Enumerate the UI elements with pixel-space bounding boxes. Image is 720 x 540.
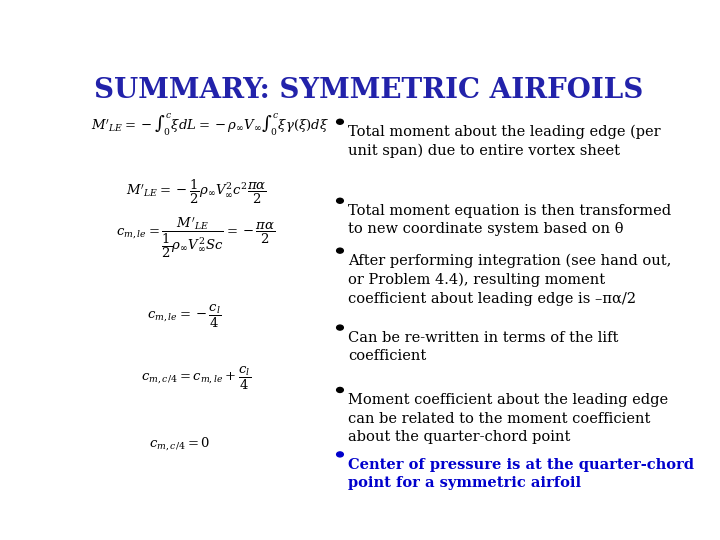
Circle shape [337,248,343,253]
Text: $M'_{LE} = -\int_0^c \xi dL = -\rho_\infty V_\infty \int_0^c \xi \gamma(\xi) d\x: $M'_{LE} = -\int_0^c \xi dL = -\rho_\inf… [91,112,329,138]
Circle shape [337,119,343,124]
Text: $c_{m,c/4} = c_{m,le} + \dfrac{c_l}{4}$: $c_{m,c/4} = c_{m,le} + \dfrac{c_l}{4}$ [141,365,251,393]
Text: $c_{m,le} = -\dfrac{c_l}{4}$: $c_{m,le} = -\dfrac{c_l}{4}$ [148,303,222,330]
Circle shape [337,325,343,330]
Text: Total moment about the leading edge (per
unit span) due to entire vortex sheet: Total moment about the leading edge (per… [348,125,660,158]
Text: Total moment equation is then transformed
to new coordinate system based on θ: Total moment equation is then transforme… [348,204,671,237]
Text: Moment coefficient about the leading edge
can be related to the moment coefficie: Moment coefficient about the leading edg… [348,393,668,444]
Circle shape [337,198,343,203]
Text: Center of pressure is at the quarter-chord
point for a symmetric airfoil: Center of pressure is at the quarter-cho… [348,458,694,490]
Text: SUMMARY: SYMMETRIC AIRFOILS: SUMMARY: SYMMETRIC AIRFOILS [94,77,644,104]
Text: $c_{m,c/4} = 0$: $c_{m,c/4} = 0$ [149,435,210,451]
Text: After performing integration (see hand out,
or Problem 4.4), resulting moment
co: After performing integration (see hand o… [348,254,671,306]
Circle shape [337,452,343,457]
Text: Can be re-written in terms of the lift
coefficient: Can be re-written in terms of the lift c… [348,331,618,363]
Circle shape [337,388,343,393]
Text: $c_{m,le} = \dfrac{M'_{LE}}{\dfrac{1}{2}\rho_\infty V_\infty^2 Sc} = -\dfrac{\pi: $c_{m,le} = \dfrac{M'_{LE}}{\dfrac{1}{2}… [116,215,276,260]
Text: $M'_{LE} = -\dfrac{1}{2} \rho_\infty V_\infty^2 c^2 \dfrac{\pi\alpha}{2}$: $M'_{LE} = -\dfrac{1}{2} \rho_\infty V_\… [125,178,266,206]
